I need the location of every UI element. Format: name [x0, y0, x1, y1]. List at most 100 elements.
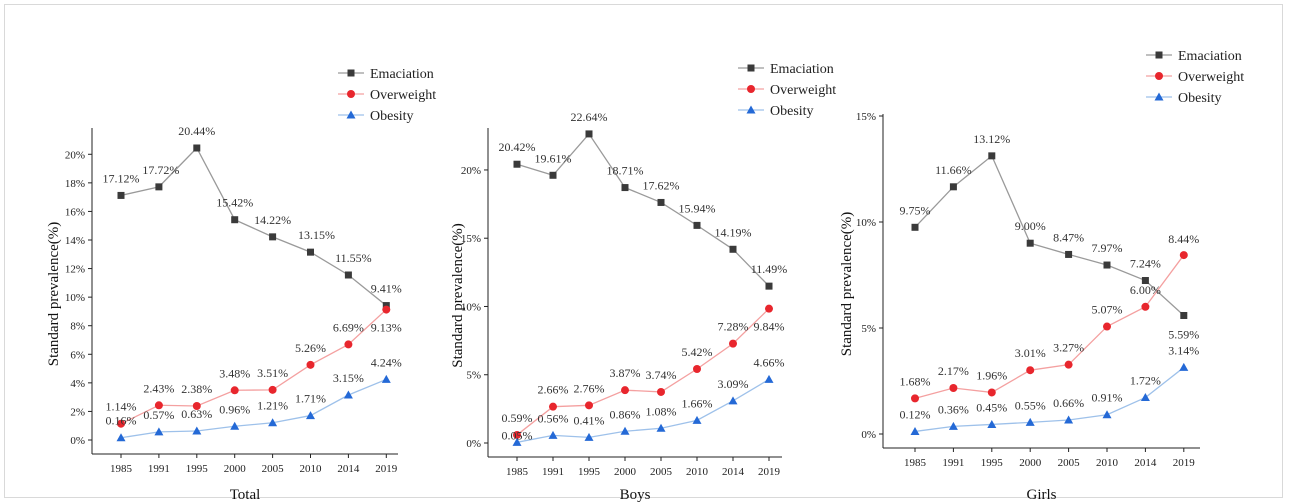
- legend-item-emaciation: Emaciation: [1146, 49, 1242, 64]
- obesity-data-label: 0.96%: [219, 402, 250, 416]
- obesity-point: [746, 105, 756, 114]
- chart-panel-total: 0% 2% 4% 6% 8% 10% 12% 14% 16% 18% 20% 1985 1991 1995…: [46, 67, 436, 502]
- x-tick-label: 2014: [1134, 457, 1157, 469]
- obesity-point: [116, 433, 126, 442]
- obesity-data-label: 0.56%: [538, 411, 569, 425]
- y-tick-label: 8%: [70, 321, 85, 333]
- emaciation-point: [949, 183, 957, 191]
- overweight-data-label: 2.43%: [143, 381, 174, 395]
- obesity-point: [1179, 362, 1189, 371]
- emaciation-point: [117, 191, 125, 199]
- emaciation-data-label: 11.55%: [335, 251, 372, 265]
- obesity-point: [548, 430, 558, 439]
- overweight-data-label: 9.13%: [371, 321, 402, 335]
- emaciation-point: [344, 271, 352, 279]
- overweight-point: [585, 401, 593, 410]
- emaciation-line: [914, 154, 1185, 316]
- overweight-point: [1103, 322, 1111, 331]
- x-tick-label: 2005: [650, 466, 673, 478]
- legend-item-emaciation: Emaciation: [738, 62, 834, 77]
- emaciation-data-label: 14.19%: [715, 225, 752, 239]
- emaciation-data-label: 8.47%: [1053, 230, 1084, 244]
- legend-item-obesity: Obesity: [1146, 91, 1222, 106]
- overweight-data-label: 6.69%: [333, 320, 364, 334]
- x-axis-title: Total: [230, 487, 261, 502]
- obesity-data-label: 4.24%: [371, 355, 402, 369]
- emaciation-point: [621, 184, 629, 192]
- emaciation-data-label: 5.59%: [1168, 327, 1199, 341]
- y-tick-label: 20%: [461, 165, 481, 177]
- emaciation-data-label: 14.22%: [254, 213, 291, 227]
- overweight-data-label: 1.68%: [900, 374, 931, 388]
- emaciation-point: [911, 223, 919, 231]
- overweight-point: [154, 401, 163, 410]
- y-axis-title: Standard prevalence(%): [839, 212, 855, 357]
- y-tick-label: 12%: [65, 264, 85, 276]
- overweight-point: [117, 419, 125, 428]
- emaciation-point: [693, 221, 701, 229]
- y-tick-label: 18%: [65, 178, 85, 190]
- obesity-line: [516, 378, 770, 443]
- overweight-line: [516, 308, 770, 436]
- obesity-data-label: 3.15%: [333, 371, 364, 385]
- obesity-line: [914, 366, 1185, 433]
- emaciation-point: [549, 171, 557, 179]
- obesity-data-label: 3.09%: [718, 377, 749, 391]
- y-tick-label: 10%: [856, 217, 876, 229]
- obesity-data-label: 0.66%: [1053, 396, 1084, 410]
- emaciation-point: [585, 130, 593, 138]
- y-tick-label: 4%: [70, 378, 85, 390]
- emaciation-line: [120, 146, 387, 307]
- legend-label: Emaciation: [1178, 49, 1242, 64]
- emaciation-point: [729, 245, 737, 253]
- x-tick-label: 1995: [981, 457, 1004, 469]
- obesity-point: [764, 374, 774, 383]
- obesity-point: [728, 396, 738, 405]
- emaciation-point: [269, 233, 277, 241]
- emaciation-point: [1155, 51, 1163, 59]
- overweight-point: [347, 90, 355, 98]
- overweight-data-label: 5.26%: [295, 341, 326, 355]
- y-tick-label: 2%: [70, 406, 85, 418]
- obesity-point: [1102, 410, 1112, 419]
- chart-panel-boys: 0% 5% 10% 15% 20% 1985 1991 1995 2000 2005 2010 201…: [450, 62, 836, 502]
- overweight-point: [344, 340, 353, 349]
- legend-label: Overweight: [1178, 70, 1244, 85]
- obesity-line: [120, 378, 387, 439]
- overweight-point: [268, 385, 277, 394]
- overweight-data-label: 3.48%: [219, 366, 250, 380]
- emaciation-point: [307, 248, 314, 256]
- overweight-point: [230, 386, 239, 395]
- x-tick-label: 2010: [300, 463, 323, 475]
- obesity-point: [656, 423, 666, 432]
- emaciation-data-label: 17.62%: [643, 178, 680, 192]
- obesity-data-label: 0.12%: [900, 407, 931, 421]
- emaciation-data-label: 20.44%: [178, 124, 215, 138]
- overweight-data-label: 0.59%: [502, 411, 533, 425]
- obesity-data-label: 0.05%: [502, 428, 533, 442]
- x-tick-label: 1985: [506, 466, 529, 478]
- emaciation-data-label: 18.71%: [607, 164, 644, 178]
- emaciation-data-label: 22.64%: [571, 110, 608, 124]
- obesity-point: [910, 426, 920, 435]
- obesity-data-label: 0.16%: [106, 414, 137, 428]
- overweight-data-label: 3.87%: [610, 366, 641, 380]
- emaciation-point: [231, 216, 239, 224]
- overweight-data-label: 6.00%: [1130, 283, 1161, 297]
- emaciation-point: [765, 282, 773, 290]
- x-tick-label: 2019: [758, 466, 781, 478]
- overweight-point: [1026, 366, 1035, 375]
- obesity-point: [192, 426, 202, 435]
- legend-label: Overweight: [770, 83, 836, 98]
- emaciation-data-label: 11.66%: [935, 163, 972, 177]
- legend-item-emaciation: Emaciation: [338, 67, 434, 82]
- y-tick-label: 10%: [461, 301, 481, 313]
- x-axis-title: Boys: [620, 487, 651, 502]
- emaciation-point: [1026, 239, 1034, 247]
- x-tick-label: 2005: [1058, 457, 1081, 469]
- overweight-data-label: 3.01%: [1015, 346, 1046, 360]
- overweight-point: [987, 388, 996, 397]
- overweight-data-label: 3.51%: [257, 366, 288, 380]
- obesity-data-label: 0.57%: [143, 408, 174, 422]
